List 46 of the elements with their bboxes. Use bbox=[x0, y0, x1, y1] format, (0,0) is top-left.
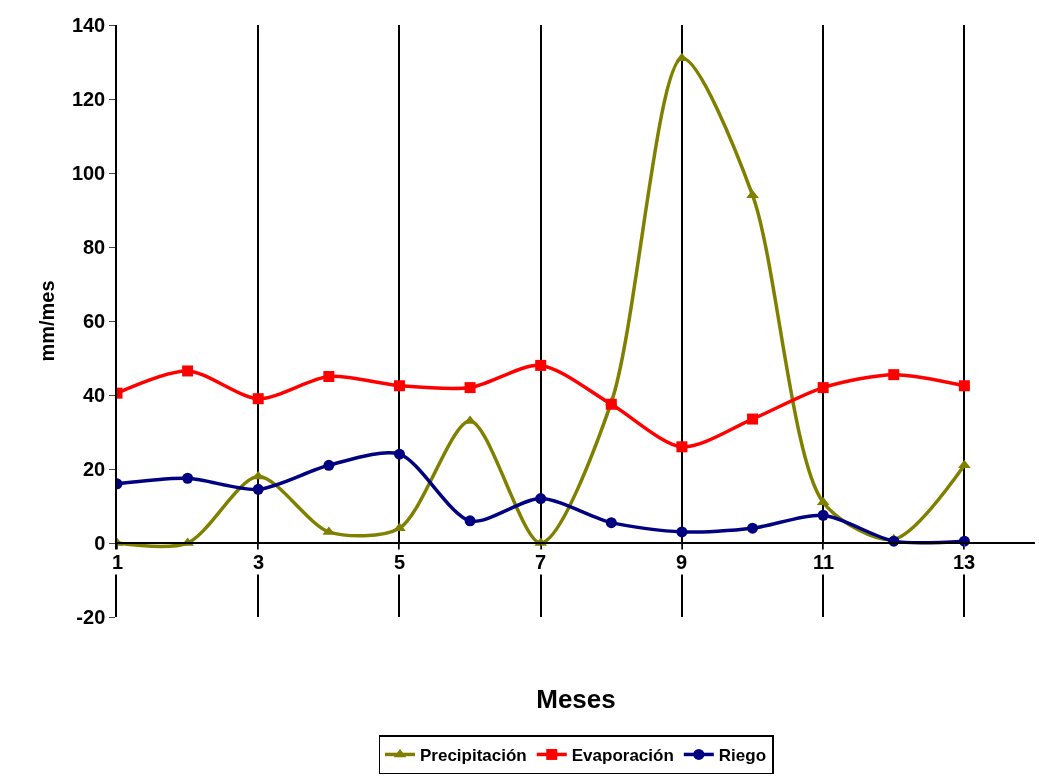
point bbox=[535, 493, 547, 505]
point bbox=[464, 382, 476, 394]
y-tick-label: 80 bbox=[83, 236, 106, 258]
point bbox=[888, 369, 900, 381]
point bbox=[251, 470, 265, 480]
y-tick-label: 140 bbox=[71, 14, 106, 36]
y-tick-label: 100 bbox=[71, 162, 106, 184]
point bbox=[816, 496, 830, 506]
y-tick-label: 60 bbox=[83, 310, 106, 332]
point bbox=[252, 393, 264, 405]
point bbox=[464, 515, 476, 527]
point bbox=[323, 371, 335, 382]
point bbox=[393, 448, 405, 460]
y-tick-label: 0 bbox=[94, 532, 106, 554]
legend-label: Precipitación bbox=[420, 746, 527, 766]
x-tick-label: 3 bbox=[253, 551, 265, 573]
point bbox=[323, 459, 335, 471]
point bbox=[676, 526, 688, 538]
point bbox=[605, 398, 617, 410]
point bbox=[817, 509, 829, 521]
point bbox=[535, 359, 547, 371]
point bbox=[958, 459, 971, 469]
legend-label: Riego bbox=[718, 746, 767, 766]
point bbox=[182, 365, 194, 377]
legend-label: Evaporación bbox=[571, 746, 674, 766]
x-tick-label: 11 bbox=[813, 551, 835, 573]
x-tick-label: 13 bbox=[953, 551, 976, 573]
x-tick-label: 9 bbox=[676, 551, 688, 573]
x-axis-title: Meses bbox=[536, 683, 616, 714]
x-tick-label: 1 bbox=[112, 551, 124, 573]
point bbox=[252, 483, 264, 495]
y-tick-label: 40 bbox=[83, 384, 106, 406]
y-tick-label: 120 bbox=[71, 88, 106, 110]
y-tick-label: 20 bbox=[83, 458, 106, 480]
y-tick-label: -20 bbox=[76, 606, 106, 628]
x-tick-label: 7 bbox=[535, 551, 547, 573]
point bbox=[393, 380, 405, 392]
y-axis-title: mm/mes bbox=[35, 280, 58, 362]
point bbox=[817, 382, 829, 394]
point bbox=[958, 380, 970, 392]
point bbox=[182, 472, 194, 484]
point bbox=[747, 413, 759, 425]
point bbox=[605, 517, 617, 529]
x-tick-label: 5 bbox=[394, 551, 406, 573]
point bbox=[676, 441, 688, 453]
point bbox=[747, 522, 759, 534]
